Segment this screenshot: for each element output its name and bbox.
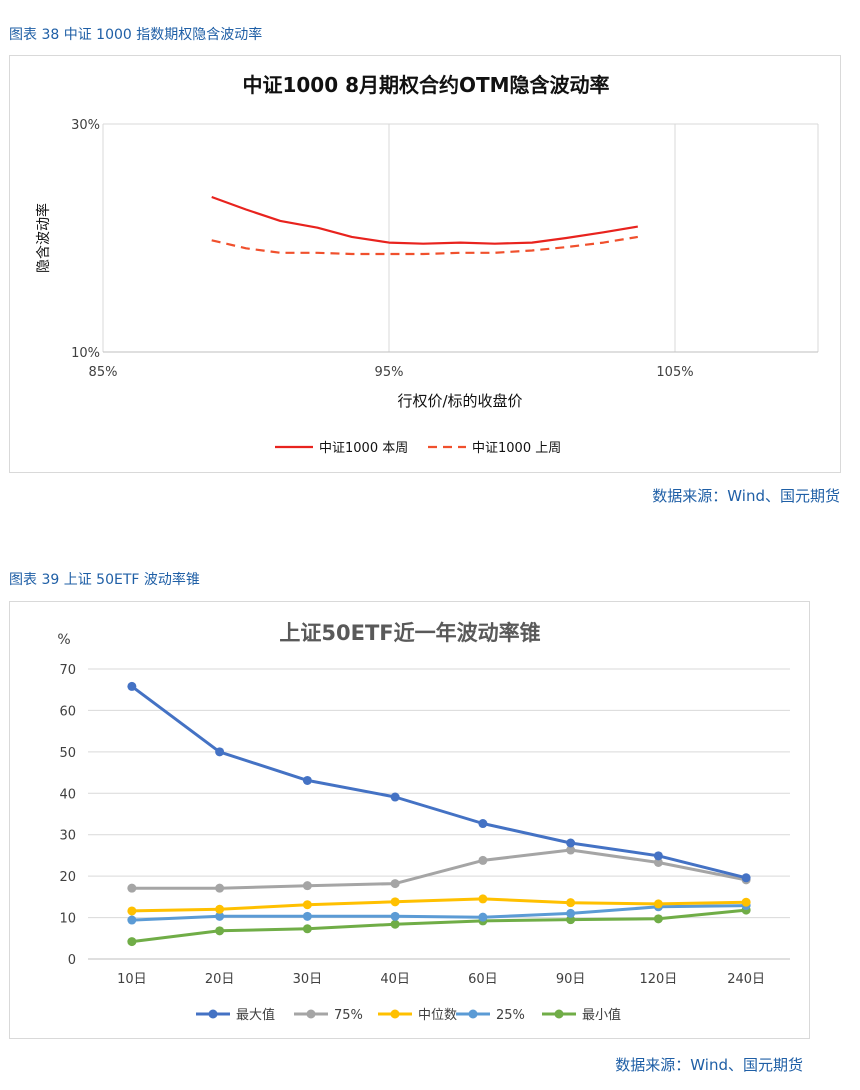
y-tick-label: 10 — [59, 912, 76, 927]
legend-marker-dot — [390, 1009, 400, 1019]
legend-marker-dot — [468, 1009, 478, 1019]
data-point — [302, 775, 312, 785]
y-tick-label: 50 — [59, 746, 76, 761]
x-tick-label: 40日 — [380, 972, 410, 987]
data-point — [390, 792, 400, 802]
data-point — [302, 900, 312, 910]
data-point — [390, 879, 400, 889]
chart-title: 上证50ETF近一年波动率锥 — [279, 621, 540, 645]
legend-label: 中证1000 上周 — [472, 441, 561, 456]
y-tick-label: 0 — [68, 953, 76, 968]
data-point — [478, 912, 488, 922]
legend-label: 最小值 — [582, 1007, 621, 1023]
series-line — [131, 908, 747, 944]
data-point — [215, 904, 225, 914]
x-tick-label: 30日 — [293, 972, 323, 987]
legend-label: 中证1000 本周 — [319, 441, 408, 456]
x-tick-label: 90日 — [556, 972, 586, 987]
data-point — [127, 883, 137, 893]
source-note-2: 数据来源：Wind、国元期货 — [615, 1056, 803, 1074]
y-axis-label: 隐含波动率 — [35, 203, 52, 273]
x-tick-label: 240日 — [727, 972, 765, 987]
series-line-last-week — [211, 235, 638, 256]
data-point — [215, 911, 225, 921]
x-tick-label: 85% — [89, 365, 118, 380]
x-tick-label: 120日 — [639, 972, 677, 987]
y-axis-unit-label: % — [57, 632, 70, 648]
data-point — [215, 883, 225, 893]
data-point — [127, 906, 137, 916]
iv-chart-svg: 中证1000 8月期权合约OTM隐含波动率 30% 10% 85% 95% 105% 行权价… — [35, 73, 819, 456]
chart-panel-cone: 上证50ETF近一年波动率锥% 0 10 20 30 40 50 60 70 10日 20日 30日 4… — [9, 601, 810, 1039]
x-tick-label: 95% — [375, 365, 404, 380]
x-tick-label: 60日 — [468, 972, 498, 987]
data-point — [653, 899, 663, 909]
data-point — [566, 898, 576, 908]
y-tick-label: 60 — [59, 704, 76, 719]
legend-marker-dot — [306, 1009, 316, 1019]
x-tick-label: 105% — [656, 365, 693, 380]
data-point — [127, 915, 137, 925]
data-point — [653, 851, 663, 861]
legend-label: 75% — [334, 1008, 363, 1023]
data-point — [390, 919, 400, 929]
data-point — [302, 881, 312, 891]
y-tick-label: 30% — [71, 118, 100, 133]
series-line — [131, 897, 747, 913]
data-point — [215, 747, 225, 757]
legend-label: 中位数 — [418, 1008, 457, 1023]
figure-caption-39: 图表 39 上证 50ETF 波动率锥 — [9, 572, 200, 588]
legend-label: 最大值 — [236, 1007, 275, 1023]
data-point — [653, 914, 663, 924]
data-point — [566, 845, 576, 855]
data-point — [566, 838, 576, 848]
data-point — [478, 855, 488, 865]
chart-title: 中证1000 8月期权合约OTM隐含波动率 — [242, 73, 609, 97]
y-tick-label: 40 — [59, 787, 76, 802]
data-point — [127, 681, 137, 691]
chart-panel-iv: 中证1000 8月期权合约OTM隐含波动率 30% 10% 85% 95% 105% 行权价… — [9, 55, 841, 473]
x-axis-label: 行权价/标的收盘价 — [397, 392, 522, 410]
x-tick-label: 20日 — [205, 972, 235, 987]
data-point — [741, 873, 751, 883]
data-point — [127, 937, 137, 947]
legend-marker-dot — [208, 1009, 218, 1019]
series-line — [131, 685, 747, 880]
data-point — [215, 926, 225, 936]
data-point — [302, 911, 312, 921]
data-point — [478, 819, 488, 829]
series-line-this-week — [211, 195, 638, 245]
y-tick-label: 70 — [59, 663, 76, 678]
vol-cone-chart-svg: 上证50ETF近一年波动率锥% 0 10 20 30 40 50 60 70 10日 20日 30日 4… — [57, 621, 790, 1023]
data-point — [302, 924, 312, 934]
data-point — [566, 915, 576, 925]
data-point — [390, 897, 400, 907]
figure-caption-38: 图表 38 中证 1000 指数期权隐含波动率 — [9, 27, 263, 43]
source-note-1: 数据来源：Wind、国元期货 — [652, 487, 840, 505]
y-tick-label: 10% — [71, 346, 100, 361]
data-point — [566, 908, 576, 918]
y-tick-label: 30 — [59, 829, 76, 844]
data-point — [390, 911, 400, 921]
legend-label: 25% — [496, 1008, 525, 1023]
data-point — [653, 857, 663, 867]
y-tick-label: 20 — [59, 870, 76, 885]
legend-marker-dot — [554, 1009, 564, 1019]
data-point — [741, 897, 751, 907]
series-line — [131, 848, 747, 890]
data-point — [478, 894, 488, 904]
x-tick-label: 10日 — [117, 972, 147, 987]
series-line — [131, 904, 747, 922]
